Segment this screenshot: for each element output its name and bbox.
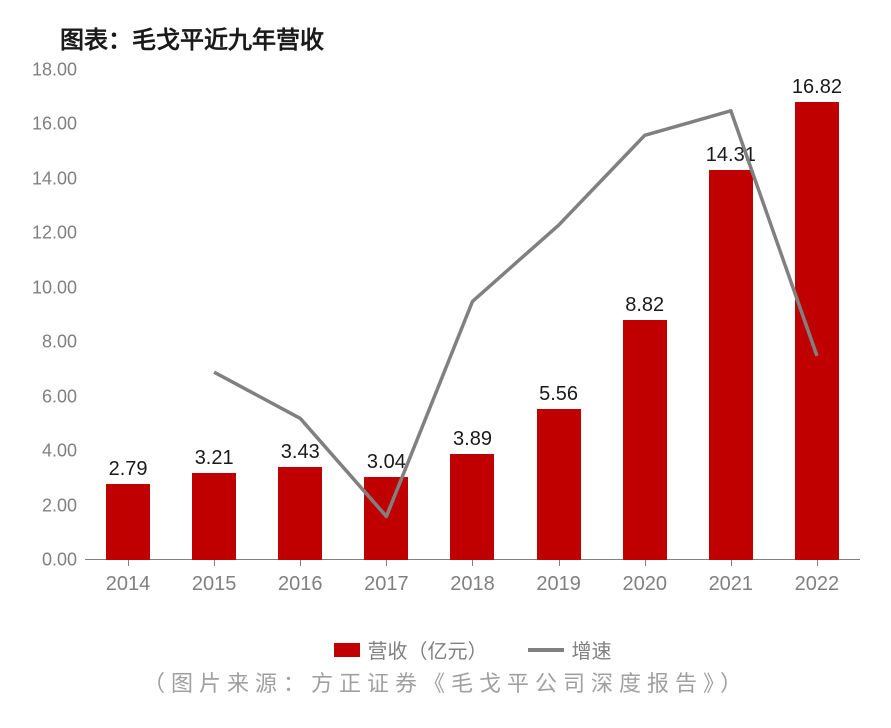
x-tick-label: 2016 <box>278 573 323 596</box>
bar-group: 3.21 <box>171 70 257 560</box>
y-axis: 0.002.004.006.008.0010.0012.0014.0016.00… <box>30 70 85 560</box>
legend-label-revenue: 营收（亿元） <box>368 635 488 664</box>
y-tick-label: 12.00 <box>32 223 77 244</box>
bar-group: 16.82 <box>774 70 860 560</box>
x-tick: 2014 <box>85 565 171 596</box>
y-tick-label: 6.00 <box>42 386 77 407</box>
x-tick-label: 2018 <box>450 573 495 596</box>
legend-label-growth: 增速 <box>572 635 612 664</box>
bar-value-label: 16.82 <box>792 76 842 99</box>
x-tick: 2018 <box>429 565 515 596</box>
x-tick-mark <box>559 560 560 566</box>
x-tick-mark <box>645 560 646 566</box>
x-tick-mark <box>300 560 301 566</box>
revenue-bar: 14.31 <box>709 170 753 560</box>
x-tick-mark <box>472 560 473 566</box>
revenue-bar: 5.56 <box>537 409 581 560</box>
x-tick-mark <box>817 560 818 566</box>
x-tick: 2019 <box>516 565 602 596</box>
bar-value-label: 3.89 <box>453 428 492 451</box>
y-tick-label: 2.00 <box>42 495 77 516</box>
bar-group: 5.56 <box>516 70 602 560</box>
y-tick-label: 8.00 <box>42 332 77 353</box>
x-tick: 2021 <box>688 565 774 596</box>
x-tick: 2015 <box>171 565 257 596</box>
legend-bar-swatch <box>334 643 360 657</box>
x-tick-mark <box>731 560 732 566</box>
x-tick: 2017 <box>343 565 429 596</box>
bar-group: 2.79 <box>85 70 171 560</box>
plot-area: 0.002.004.006.008.0010.0012.0014.0016.00… <box>30 70 860 560</box>
revenue-bar: 2.79 <box>106 484 150 560</box>
x-tick-mark <box>214 560 215 566</box>
chart-title: 图表：毛戈平近九年营收 <box>60 20 861 55</box>
bar-group: 14.31 <box>688 70 774 560</box>
y-tick-label: 10.00 <box>32 277 77 298</box>
x-tick: 2020 <box>602 565 688 596</box>
bar-value-label: 3.21 <box>195 447 234 470</box>
bar-value-label: 3.04 <box>367 451 406 474</box>
bar-value-label: 2.79 <box>109 458 148 481</box>
legend-item-growth: 增速 <box>528 635 612 664</box>
y-tick-label: 14.00 <box>32 168 77 189</box>
bar-value-label: 5.56 <box>539 383 578 406</box>
x-tick-label: 2020 <box>622 573 667 596</box>
bar-group: 8.82 <box>602 70 688 560</box>
x-tick-label: 2022 <box>795 573 840 596</box>
bar-group: 3.43 <box>257 70 343 560</box>
revenue-bar: 3.21 <box>192 473 236 560</box>
x-tick: 2022 <box>774 565 860 596</box>
bar-value-label: 14.31 <box>706 144 756 167</box>
x-tick-label: 2017 <box>364 573 409 596</box>
y-tick-label: 16.00 <box>32 114 77 135</box>
bar-value-label: 3.43 <box>281 441 320 464</box>
x-tick-label: 2021 <box>709 573 754 596</box>
revenue-bar: 3.89 <box>450 454 494 560</box>
legend-item-revenue: 营收（亿元） <box>334 635 488 664</box>
bar-group: 3.89 <box>429 70 515 560</box>
bar-value-label: 8.82 <box>625 294 664 317</box>
legend-line-swatch <box>528 648 564 652</box>
x-tick-mark <box>128 560 129 566</box>
chart-container: 图表：毛戈平近九年营收 0.00 2.00 4.00 6.00 8.00 10.00 12.… <box>0 0 891 728</box>
source-text: （图片来源：方正证券《毛戈平公司深度报告》） <box>0 666 891 698</box>
x-tick: 2016 <box>257 565 343 596</box>
x-axis: 2014 2015 2016 2017 2018 2019 2020 2021 2022 <box>85 565 860 596</box>
grid-area: 2.79 3.21 3.43 3.04 3.89 5.56 8.82 14.31 16.82 <box>85 70 860 560</box>
bars-container: 2.79 3.21 3.43 3.04 3.89 5.56 8.82 14.31 16.82 <box>85 70 860 560</box>
y-tick-label: 18.00 <box>32 60 77 81</box>
revenue-bar: 16.82 <box>795 102 839 560</box>
bar-group: 3.04 <box>343 70 429 560</box>
y-tick-label: 0.00 <box>42 550 77 571</box>
x-tick-mark <box>386 560 387 566</box>
revenue-bar: 8.82 <box>623 320 667 560</box>
y-tick-label: 4.00 <box>42 441 77 462</box>
legend: 营收（亿元） 增速 <box>85 635 860 664</box>
x-tick-label: 2019 <box>536 573 581 596</box>
x-tick-label: 2015 <box>192 573 237 596</box>
x-tick-label: 2014 <box>106 573 151 596</box>
revenue-bar: 3.43 <box>278 467 322 560</box>
revenue-bar: 3.04 <box>364 477 408 560</box>
